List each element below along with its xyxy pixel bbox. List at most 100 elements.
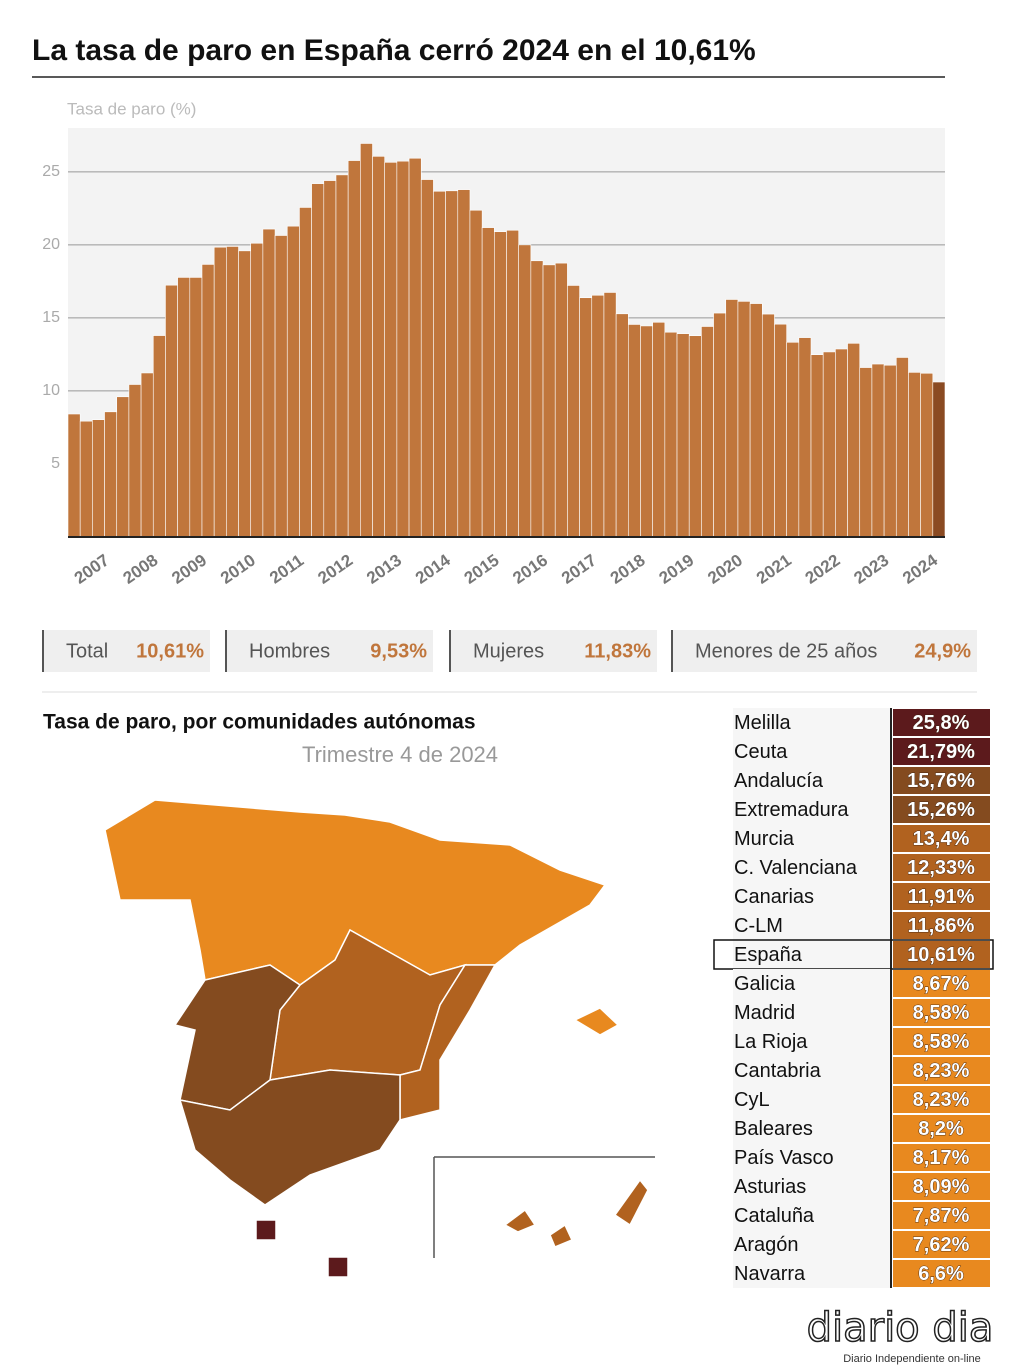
y-tick-label: 15: [42, 309, 60, 326]
value-cell: [893, 1260, 990, 1287]
x-tick-label: 2023: [850, 551, 892, 588]
x-tick-label: 2017: [558, 551, 600, 588]
region-value: 8,23%: [913, 1089, 970, 1111]
region-value: 11,86%: [908, 915, 975, 937]
bar: [895, 357, 909, 538]
region-name: Navarra: [734, 1263, 806, 1285]
region-value: 8,67%: [913, 973, 970, 995]
bar: [798, 337, 812, 538]
region-name: Andalucía: [734, 770, 824, 792]
region-value: 6,6%: [918, 1263, 964, 1285]
bar: [554, 262, 568, 538]
bar: [311, 183, 325, 538]
value-cell: [893, 767, 990, 794]
region-value: 7,62%: [913, 1234, 970, 1256]
value-cell: [893, 1202, 990, 1229]
x-tick-label: 2012: [314, 551, 356, 588]
bar: [335, 174, 349, 538]
region-value: 12,33%: [907, 857, 975, 879]
bar: [360, 143, 373, 538]
value-cell: [893, 941, 990, 968]
region-value: 21,79%: [907, 741, 975, 763]
region-value: 8,09%: [913, 1176, 970, 1198]
bar: [226, 246, 239, 538]
bar: [640, 325, 653, 538]
value-cell: [893, 1086, 990, 1113]
region-name: Asturias: [734, 1176, 806, 1198]
value-cell: [893, 854, 990, 881]
bar: [104, 411, 118, 538]
region-name: Murcia: [734, 828, 795, 850]
bar: [786, 341, 800, 538]
stat-value: 10,61%: [136, 640, 204, 662]
bar: [481, 227, 495, 538]
bar: [201, 264, 215, 538]
region-value: 25,8%: [913, 712, 970, 734]
x-tick-label: 2022: [802, 551, 844, 588]
table-row-bg: [733, 708, 891, 737]
melilla: [327, 1256, 349, 1278]
bar: [883, 364, 897, 538]
table-row-bg: [733, 1259, 891, 1288]
logo-tagline: Diario Independiente on-line: [843, 1353, 981, 1365]
y-tick-label: 20: [42, 236, 60, 253]
andalucia: [178, 1069, 401, 1206]
bar: [591, 294, 605, 538]
bar: [177, 277, 191, 538]
value-cell: [893, 709, 990, 736]
region-name: La Rioja: [734, 1031, 808, 1053]
table-row-bg: [733, 940, 891, 969]
region-name: Canarias: [734, 886, 814, 908]
bar: [676, 333, 690, 538]
stat-box: [671, 630, 977, 672]
map: [104, 799, 655, 1278]
table-row-bg: [733, 766, 891, 795]
region-value: 8,23%: [913, 1060, 970, 1082]
table-row-bg: [733, 998, 891, 1027]
region-name: Ceuta: [734, 741, 788, 763]
ceuta: [255, 1219, 277, 1241]
bar: [713, 312, 727, 538]
region-value: 8,58%: [913, 1031, 970, 1053]
stat-box: [449, 630, 657, 672]
bar: [810, 354, 824, 538]
x-tick-label: 2015: [461, 551, 503, 588]
bar: [530, 260, 544, 538]
region-name: Madrid: [734, 1002, 795, 1024]
value-cell: [893, 970, 990, 997]
table-row-bg: [733, 882, 891, 911]
region-value: 10,61%: [907, 944, 975, 966]
bar: [433, 190, 446, 538]
bar: [847, 343, 861, 538]
value-cell: [893, 883, 990, 910]
y-axis-label: Tasa de paro (%): [67, 99, 196, 118]
x-tick-label: 2011: [266, 551, 307, 588]
table-row-bg: [733, 795, 891, 824]
bar: [615, 313, 629, 538]
stat-label: Total: [66, 640, 108, 662]
stat-value: 24,9%: [914, 640, 971, 662]
table-row-bg: [733, 1085, 891, 1114]
value-cell: [893, 1231, 990, 1258]
region-value: 8,58%: [913, 1002, 970, 1024]
bar: [165, 284, 178, 538]
bar: [457, 189, 471, 538]
table-row-bg: [733, 969, 891, 998]
bar: [299, 207, 312, 538]
region-name: País Vasco: [734, 1147, 834, 1169]
region-value: 11,91%: [908, 886, 975, 908]
bar: [238, 250, 252, 538]
bar: [152, 335, 166, 538]
region-name: C-LM: [734, 915, 783, 937]
bar: [79, 420, 93, 538]
bar: [445, 190, 459, 538]
x-tick-label: 2009: [168, 551, 210, 588]
bar: [347, 160, 361, 538]
bar: [737, 301, 751, 538]
bar: [323, 180, 337, 538]
bar: [761, 313, 775, 538]
bar: [92, 419, 105, 538]
canarias: [503, 1178, 649, 1248]
bar: [749, 303, 763, 538]
value-cell: [893, 1115, 990, 1142]
